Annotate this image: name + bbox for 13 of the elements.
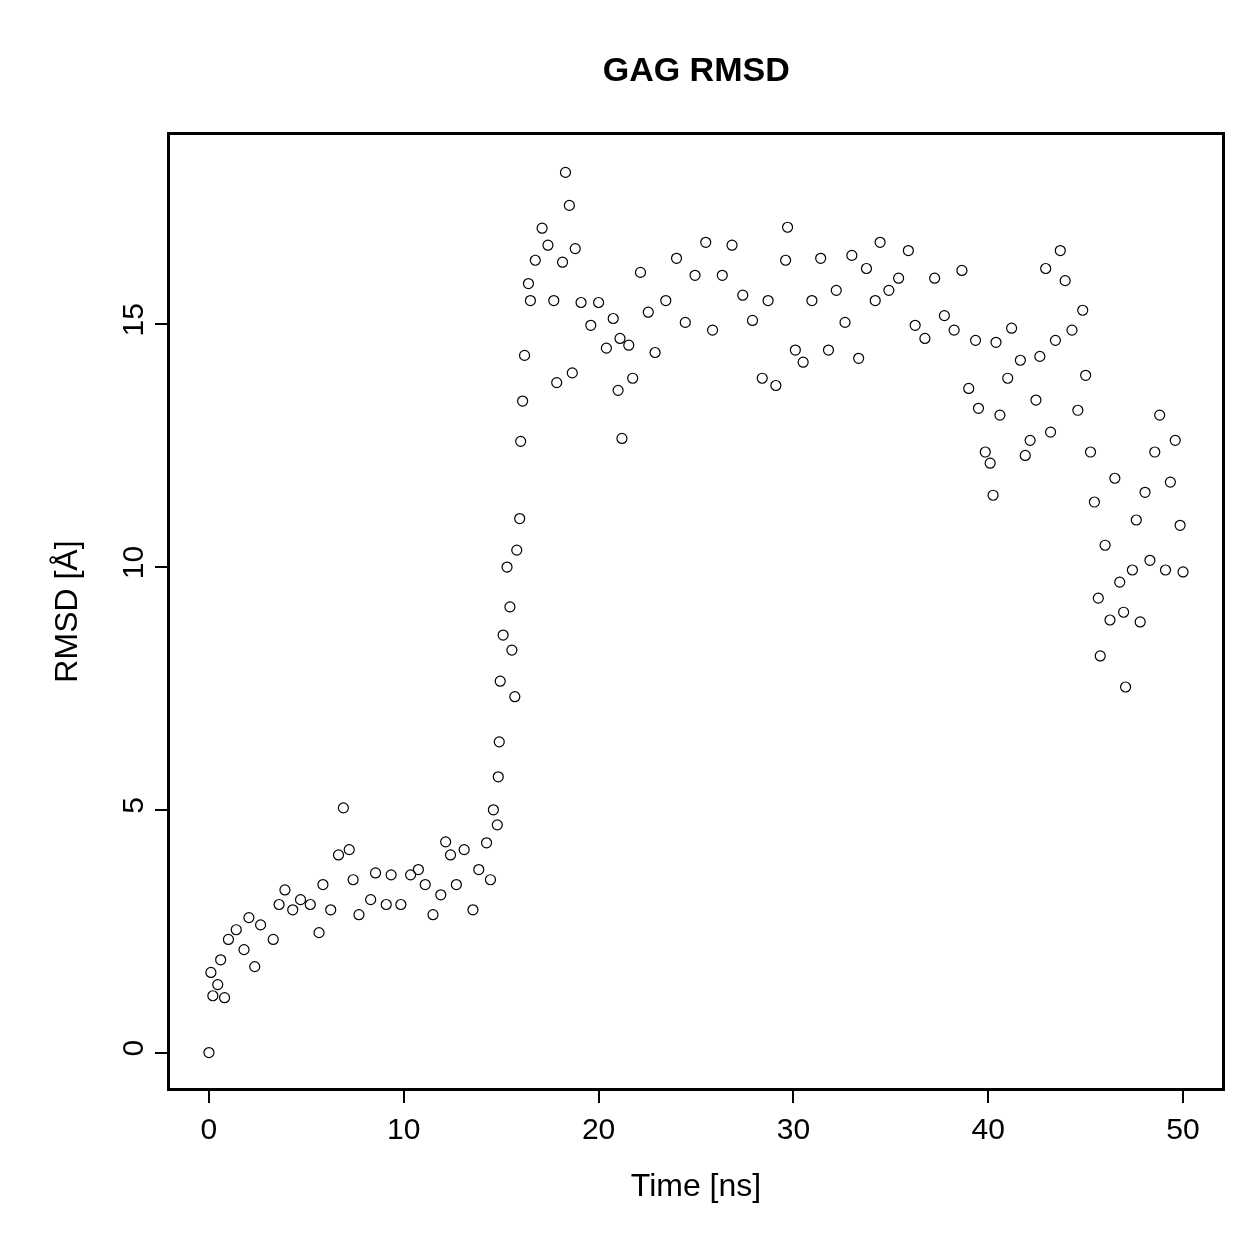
y-tick-label: 10 [116,545,150,580]
x-tick-label: 10 [387,1111,421,1145]
chart-title: GAG RMSD [602,50,790,89]
x-tick-label: 0 [200,1111,218,1145]
y-axis-title: RMSD [Å] [47,540,84,683]
x-tick-label: 20 [581,1111,616,1145]
x-tick-label: 50 [1166,1111,1200,1145]
x-axis-title: Time [ns] [630,1166,762,1203]
y-tick-label: 15 [116,303,150,337]
y-tick-label: 5 [116,796,150,814]
x-tick-label: 40 [971,1111,1005,1145]
x-tick-label: 30 [776,1111,811,1145]
y-tick-label: 0 [116,1039,150,1057]
